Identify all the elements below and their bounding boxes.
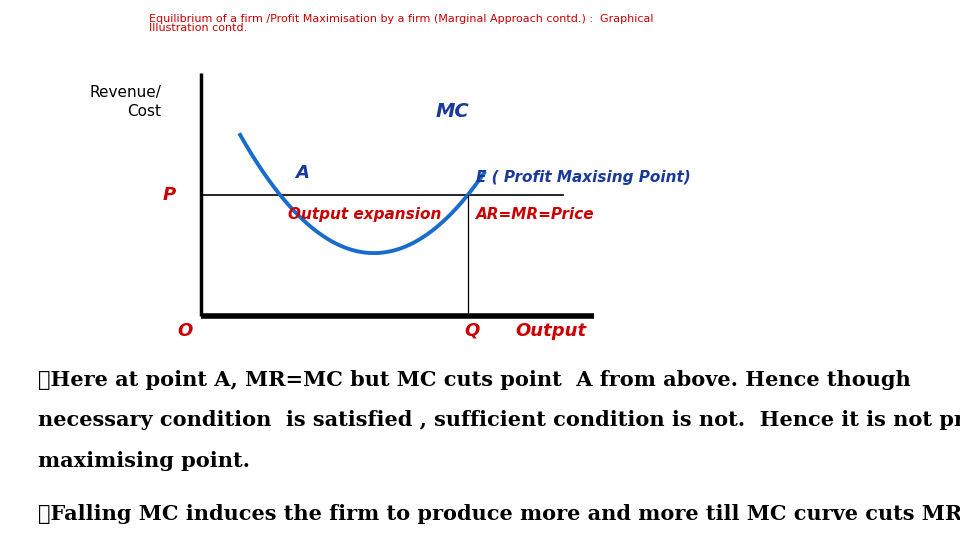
Text: A: A [296, 164, 309, 181]
Text: MC: MC [436, 102, 469, 121]
Text: P: P [162, 186, 176, 204]
Text: Revenue/
Cost: Revenue/ Cost [89, 85, 161, 119]
Text: Output: Output [516, 322, 587, 340]
Text: Output expansion: Output expansion [288, 207, 442, 222]
Text: maximising point.: maximising point. [38, 451, 251, 471]
Text: Illustration contd.: Illustration contd. [149, 23, 247, 33]
Text: E ( Profit Maxising Point): E ( Profit Maxising Point) [476, 171, 690, 186]
Text: ❖Here at point A, MR=MC but MC cuts point  A from above. Hence though: ❖Here at point A, MR=MC but MC cuts poin… [38, 370, 911, 390]
Text: Q: Q [464, 322, 479, 340]
Text: necessary condition  is satisfied , sufficient condition is not.  Hence it is no: necessary condition is satisfied , suffi… [38, 410, 960, 430]
Text: Equilibrium of a firm /Profit Maximisation by a firm (Marginal Approach contd.) : Equilibrium of a firm /Profit Maximisati… [149, 14, 654, 24]
Text: O: O [178, 322, 192, 340]
Text: ❖Falling MC induces the firm to produce more and more till MC curve cuts MR: ❖Falling MC induces the firm to produce … [38, 503, 960, 524]
Text: AR=MR=Price: AR=MR=Price [476, 207, 594, 222]
